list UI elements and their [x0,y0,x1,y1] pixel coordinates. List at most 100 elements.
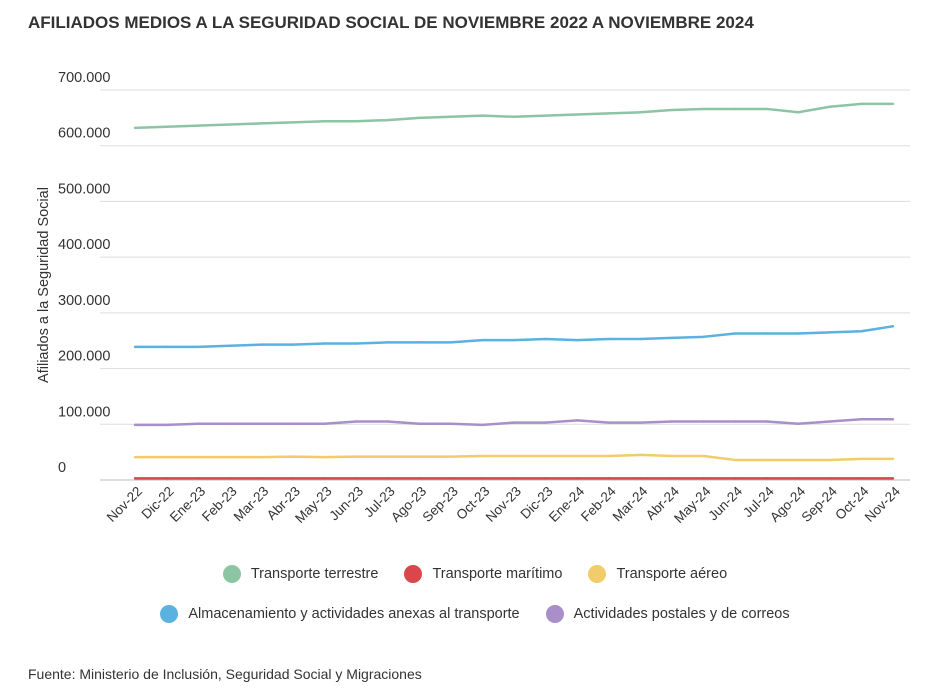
y-tick-label: 700.000 [58,70,110,86]
data-point [575,419,579,422]
legend-item[interactable]: Actividades postales y de correos [545,605,790,623]
x-tick-label: Jun-24 [705,483,745,523]
series-line-almacenamiento-y-actividades-anexas-al-transporte [135,324,894,349]
data-point [512,115,516,118]
data-point [260,422,263,425]
data-point [607,337,610,341]
data-point [860,477,863,480]
data-point [607,421,610,424]
data-point [449,115,453,118]
data-point [165,477,168,480]
data-point [544,114,547,117]
data-point [228,344,231,347]
legend-row-2: Almacenamiento y actividades anexas al t… [0,605,950,623]
legend-item[interactable]: Almacenamiento y actividades anexas al t… [160,605,520,623]
legend-swatch [545,605,564,623]
data-point [702,454,705,458]
data-point [797,422,800,425]
data-point [765,107,768,111]
data-point [828,420,832,423]
data-point [481,477,484,480]
source-note: Fuente: Ministerio de Inclusión, Segurid… [28,666,422,682]
data-point [670,108,674,112]
data-point [702,420,705,423]
data-point [828,331,832,334]
data-point [733,107,737,111]
data-point [797,458,800,462]
data-point [418,455,421,458]
data-point [670,477,674,480]
data-point [323,120,326,123]
data-point [386,118,389,122]
data-point [133,423,137,427]
chart-title: AFILIADOS MEDIOS A LA SEGURIDAD SOCIAL D… [28,13,754,32]
data-point [544,337,547,341]
data-point [733,420,737,423]
data-point [418,477,421,480]
data-point [512,421,516,424]
y-tick-label: 500.000 [58,181,110,197]
data-point [323,455,326,459]
data-point [702,107,705,111]
x-tick-label: Nov-23 [483,484,524,525]
data-point [512,454,516,458]
data-point [354,342,358,345]
data-point [260,477,263,480]
data-point [481,423,484,427]
data-point [196,477,200,480]
data-point [165,423,168,427]
data-point [828,105,832,108]
legend-item[interactable]: Transporte terrestre [222,565,379,583]
data-point [228,123,231,126]
legend-swatch [160,605,179,623]
y-axis-label: Afiliados a la Seguridad Social [36,187,52,383]
data-point [291,422,295,425]
data-point [765,458,768,462]
legend-label: Transporte marítimo [432,566,563,582]
legend-item[interactable]: Transporte marítimo [404,565,562,583]
data-point [481,338,484,342]
data-point [228,422,231,425]
data-point [860,330,863,333]
data-point [165,345,168,349]
data-point [891,102,895,106]
data-point [386,455,389,458]
data-point [733,332,737,335]
data-point [196,124,200,127]
data-point [670,454,674,458]
data-point [639,111,642,114]
data-point [860,102,863,106]
data-point [607,112,610,115]
data-point [639,421,642,424]
data-point [133,477,137,480]
data-point [165,455,168,459]
data-point [354,455,358,458]
y-tick-label: 0 [58,460,66,476]
data-point [323,342,326,345]
legend-label: Transporte aéreo [616,566,728,582]
y-tick-label: 600.000 [58,126,110,142]
data-point [702,335,705,339]
x-tick-label: Mar-23 [231,484,272,525]
y-tick-label: 400.000 [58,237,110,253]
data-point [133,345,137,349]
data-point [323,422,326,425]
line-chart: 0 100.000 200.000 300.000 400.000 500.000 600.… [36,70,910,526]
data-point [544,454,547,458]
legend-label: Actividades postales y de correos [573,606,790,622]
legend-label: Transporte terrestre [250,566,379,582]
data-point [449,341,453,344]
data-point [607,454,610,458]
data-point [512,338,516,342]
legend-item[interactable]: Transporte aéreo [588,565,727,583]
y-tick-label: 100.000 [58,404,110,420]
data-point [354,420,358,423]
data-point [133,126,137,130]
data-point [133,455,137,459]
data-point [228,455,231,459]
data-point [828,477,832,480]
legend-swatch [404,565,423,583]
data-point [228,477,231,480]
data-point [418,341,421,344]
data-point [291,477,295,480]
